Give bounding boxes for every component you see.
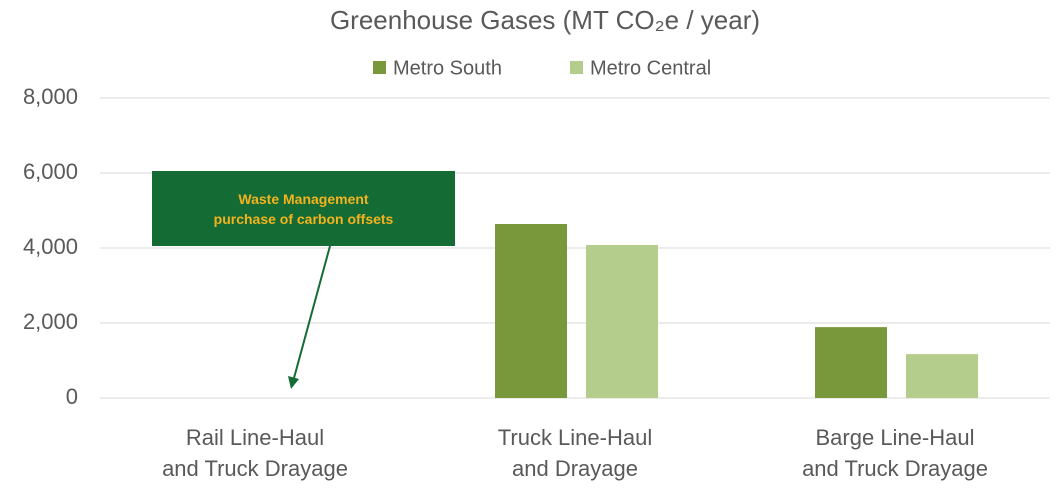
bar	[815, 327, 887, 398]
y-tick-label: 6,000	[23, 159, 78, 184]
bar	[906, 354, 978, 398]
bar	[586, 245, 658, 398]
chart-title: Greenhouse Gases (MT CO₂e / year)	[330, 5, 760, 35]
x-tick-label: Truck Line-Haul and Drayage	[497, 425, 653, 481]
bar	[495, 224, 567, 398]
y-tick-label: 2,000	[23, 309, 78, 334]
legend-swatch	[570, 61, 583, 74]
y-tick-label: 0	[66, 384, 78, 409]
annotation-arrow	[293, 245, 331, 379]
y-tick-label: 4,000	[23, 234, 78, 259]
legend-swatch	[373, 61, 386, 74]
annotation: Waste Management purchase of carbon offs…	[152, 171, 455, 246]
x-tick-label: Rail Line-Haul and Truck Drayage	[162, 425, 348, 481]
legend-label: Metro Central	[590, 57, 711, 79]
x-tick-label: Barge Line-Haul and Truck Drayage	[802, 425, 988, 481]
legend-label: Metro South	[393, 57, 502, 79]
y-tick-label: 8,000	[23, 84, 78, 109]
annotation-arrowhead	[288, 376, 299, 389]
